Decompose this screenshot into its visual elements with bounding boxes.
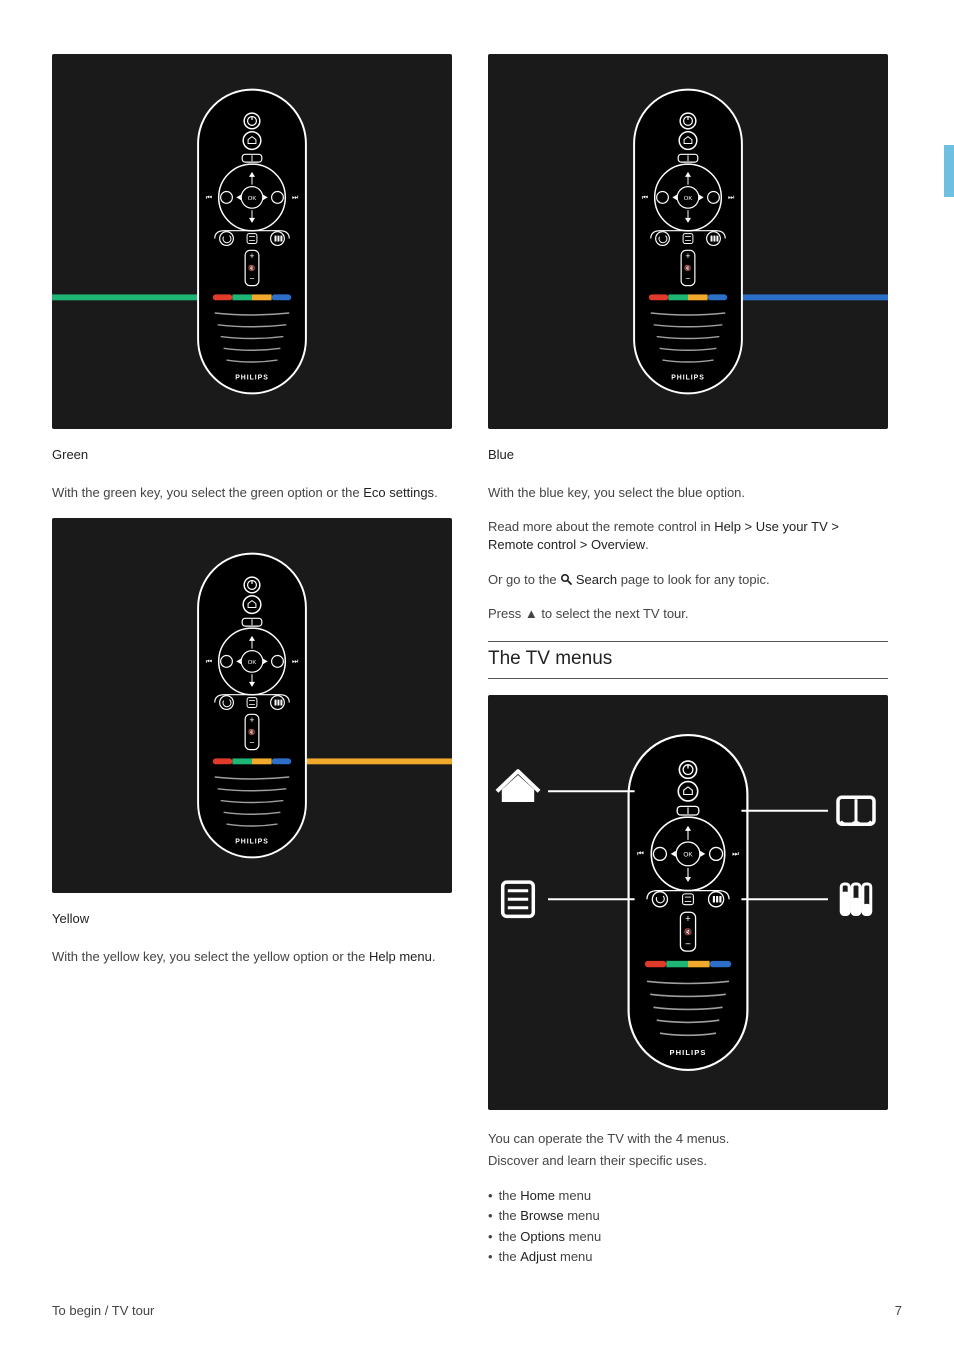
svg-text:⏮: ⏮: [206, 659, 212, 666]
readmore-post: .: [645, 537, 649, 552]
svg-text:⏭: ⏭: [292, 659, 298, 666]
text-yellow-post: .: [432, 949, 436, 964]
text-green-post: .: [434, 485, 438, 500]
list-item: the Home menu: [488, 1186, 888, 1206]
li-post: menu: [564, 1208, 600, 1223]
readmore-pre: Read more about the remote control in: [488, 519, 714, 534]
remote-panel-yellow: OK ⏮ ⏭ + − 🔇 PHILIPS: [52, 518, 452, 893]
svg-text:⏭: ⏭: [728, 194, 734, 201]
text-green-pre: With the green key, you select the green…: [52, 485, 363, 500]
page-footer: To begin / TV tour 7: [52, 1303, 902, 1318]
remote-illustration-green: OK ⏮ ⏭ + − 🔇 PHILIPS: [52, 54, 452, 429]
svg-text:OK: OK: [684, 196, 693, 202]
remote-panel-menus: OK ⏮ ⏭ + − 🔇 PHILIPS: [488, 695, 888, 1110]
list-item: the Browse menu: [488, 1206, 888, 1226]
svg-text:⏮: ⏮: [206, 194, 212, 201]
right-column: OK ⏮ ⏭ + − 🔇 PHILIPS Blue With the blue key, y…: [488, 54, 888, 1267]
tvmenus-intro1: You can operate the TV with the 4 menus.: [488, 1130, 888, 1148]
section-title-tvmenus: The TV menus: [488, 641, 888, 679]
list-item: the Options menu: [488, 1227, 888, 1247]
search-label: Search: [576, 572, 617, 587]
li-bold: Adjust: [520, 1249, 556, 1264]
svg-text:🔇: 🔇: [248, 264, 255, 272]
li-post: menu: [556, 1249, 592, 1264]
remote-illustration-menus: OK ⏮ ⏭ + − 🔇 PHILIPS: [488, 695, 888, 1110]
text-readmore: Read more about the remote control in He…: [488, 518, 888, 554]
left-column: OK ⏮ ⏭ + − 🔇 PHILIPS Green With the green key,…: [52, 54, 452, 1267]
text-green: With the green key, you select the green…: [52, 484, 452, 502]
text-blue: With the blue key, you select the blue o…: [488, 484, 888, 502]
svg-text:OK: OK: [248, 196, 257, 202]
svg-text:PHILIPS: PHILIPS: [671, 375, 705, 382]
search-icon: [560, 573, 572, 585]
text-green-bold: Eco settings: [363, 485, 434, 500]
svg-text:OK: OK: [248, 660, 257, 666]
svg-text:+: +: [685, 914, 691, 925]
svg-text:OK: OK: [683, 852, 693, 859]
svg-text:PHILIPS: PHILIPS: [670, 1048, 707, 1057]
svg-text:−: −: [685, 939, 691, 950]
search-pre: Or go to the: [488, 572, 560, 587]
li-pre: the: [499, 1208, 521, 1223]
text-press-up: Press ▲ to select the next TV tour.: [488, 605, 888, 623]
svg-text:🔇: 🔇: [684, 928, 692, 936]
svg-text:PHILIPS: PHILIPS: [235, 839, 269, 846]
footer-page-number: 7: [895, 1303, 902, 1318]
li-pre: the: [499, 1249, 521, 1264]
li-post: menu: [565, 1229, 601, 1244]
heading-green: Green: [52, 447, 452, 462]
remote-panel-blue: OK ⏮ ⏭ + − 🔇 PHILIPS: [488, 54, 888, 429]
page-side-tab: [944, 145, 954, 197]
text-yellow: With the yellow key, you select the yell…: [52, 948, 452, 966]
li-bold: Home: [520, 1188, 555, 1203]
li-bold: Options: [520, 1229, 565, 1244]
tvmenus-list: the Home menu the Browse menu the Option…: [488, 1186, 888, 1267]
svg-text:+: +: [249, 715, 254, 725]
text-yellow-pre: With the yellow key, you select the yell…: [52, 949, 369, 964]
svg-text:−: −: [249, 274, 254, 284]
svg-text:🔇: 🔇: [248, 728, 255, 736]
remote-illustration-yellow: OK ⏮ ⏭ + − 🔇 PHILIPS: [52, 518, 452, 893]
svg-text:⏭: ⏭: [292, 194, 298, 201]
tvmenus-intro2: Discover and learn their specific uses.: [488, 1152, 888, 1170]
li-pre: the: [499, 1229, 521, 1244]
svg-text:⏮: ⏮: [637, 849, 644, 858]
remote-illustration-blue: OK ⏮ ⏭ + − 🔇 PHILIPS: [488, 54, 888, 429]
svg-text:−: −: [685, 274, 690, 284]
svg-text:⏭: ⏭: [732, 849, 739, 858]
li-bold: Browse: [520, 1208, 563, 1223]
svg-text:−: −: [249, 738, 254, 748]
list-item: the Adjust menu: [488, 1247, 888, 1267]
svg-text:PHILIPS: PHILIPS: [235, 375, 269, 382]
footer-left: To begin / TV tour: [52, 1303, 154, 1318]
text-search: Or go to the Search page to look for any…: [488, 571, 888, 589]
svg-text:🔇: 🔇: [684, 264, 691, 272]
svg-text:+: +: [685, 251, 690, 261]
li-post: menu: [555, 1188, 591, 1203]
text-yellow-bold: Help menu: [369, 949, 432, 964]
search-post: page to look for any topic.: [617, 572, 769, 587]
svg-text:⏮: ⏮: [642, 194, 648, 201]
heading-yellow: Yellow: [52, 911, 452, 926]
li-pre: the: [499, 1188, 521, 1203]
svg-text:+: +: [249, 251, 254, 261]
remote-panel-green: OK ⏮ ⏭ + − 🔇 PHILIPS: [52, 54, 452, 429]
heading-blue: Blue: [488, 447, 888, 462]
